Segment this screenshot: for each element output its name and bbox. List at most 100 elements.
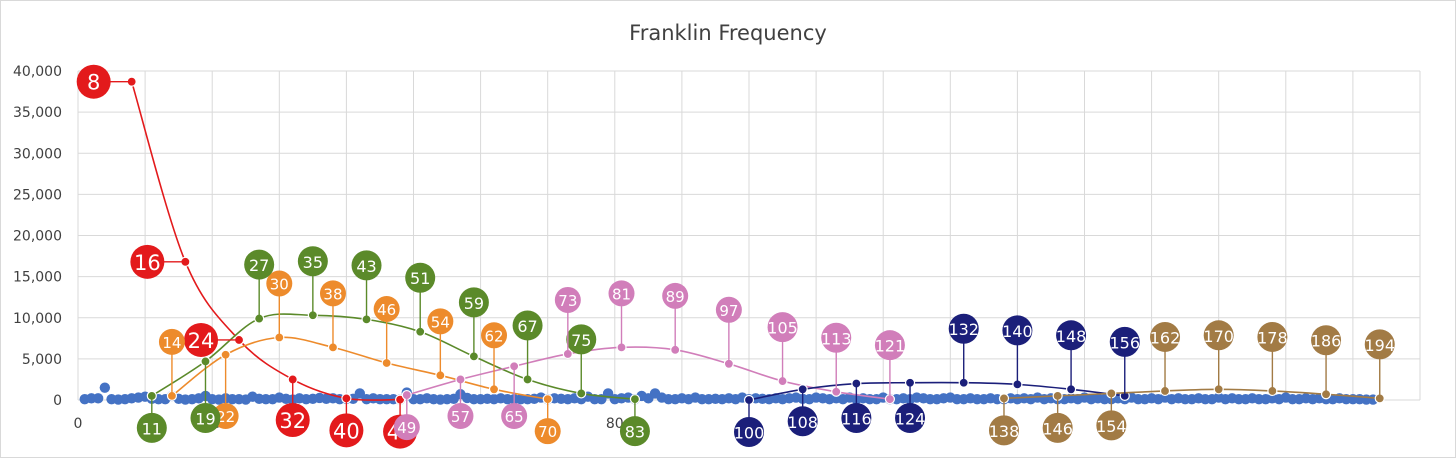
label-text: 170: [1203, 327, 1234, 346]
label-bubble: [481, 322, 508, 349]
label-text: 57: [451, 408, 470, 426]
label-text: 178: [1257, 328, 1288, 347]
label-text: 40: [333, 419, 360, 443]
label-bubble: [895, 403, 926, 433]
label-text: 108: [787, 413, 818, 432]
y-tick-label: 30,000: [13, 146, 62, 162]
label-bubble: [351, 250, 382, 281]
y-tick-label: 20,000: [13, 229, 62, 245]
label-bubble: [405, 262, 436, 293]
label-bubble: [1364, 329, 1395, 360]
label-text: 16: [134, 251, 161, 275]
label-text: 154: [1096, 417, 1127, 436]
x-tick-label: 80: [606, 416, 624, 432]
label-bubble: [734, 417, 764, 447]
label-text: 97: [719, 302, 738, 320]
label-text: 148: [1056, 327, 1087, 346]
label-text: 132: [948, 320, 979, 339]
base-point: [92, 393, 104, 404]
y-tick-label: 25,000: [13, 187, 62, 203]
x-tick-label: 0: [74, 416, 83, 432]
label-text: 19: [195, 410, 215, 429]
label-bubble: [512, 310, 543, 341]
label-text: 116: [841, 410, 872, 429]
label-bubble: [458, 287, 489, 318]
label-bubble: [1042, 412, 1073, 443]
label-text: 24: [188, 329, 215, 353]
label-bubble: [619, 416, 650, 447]
label-bubble: [130, 244, 165, 279]
label-bubble: [136, 412, 167, 443]
label-text: 35: [303, 253, 323, 272]
y-tick-label: 0: [53, 393, 62, 409]
label-bubble: [1096, 410, 1127, 441]
label-text: 32: [279, 409, 306, 433]
label-bubble: [554, 286, 581, 313]
label-bubble: [244, 249, 275, 280]
label-text: 67: [517, 317, 537, 336]
label-bubble: [184, 322, 219, 357]
label-text: 46: [377, 301, 396, 319]
label-text: 59: [464, 294, 484, 313]
chart-title: Franklin Frequency: [629, 21, 827, 45]
label-bubble: [319, 280, 346, 307]
label-bubble: [715, 296, 742, 323]
label-text: 81: [612, 285, 631, 303]
highlight-series: [126, 76, 1385, 406]
label-bubble: [76, 64, 111, 99]
label-text: 156: [1109, 333, 1140, 352]
y-tick-label: 10,000: [13, 311, 62, 327]
label-bubble: [787, 406, 818, 437]
base-point: [99, 382, 111, 393]
label-bubble: [1150, 321, 1181, 352]
label-text: 38: [323, 285, 342, 303]
label-text: 49: [397, 419, 416, 437]
label-text: 30: [270, 275, 289, 293]
label-text: 194: [1364, 336, 1395, 355]
label-bubble: [821, 322, 852, 353]
label-text: 186: [1311, 332, 1342, 351]
label-text: 22: [216, 408, 235, 426]
label-text: 113: [821, 329, 852, 348]
label-text: 54: [431, 313, 450, 331]
label-bubble: [1056, 320, 1087, 351]
label-bubble: [501, 403, 528, 429]
point-labels: 8162432404814223038465462701119273543515…: [76, 64, 1395, 449]
label-bubble: [297, 246, 328, 277]
label-bubble: [329, 413, 364, 448]
label-bubble: [266, 270, 293, 297]
label-text: 89: [666, 288, 685, 306]
label-text: 121: [875, 337, 906, 356]
label-bubble: [874, 330, 905, 361]
label-text: 14: [162, 334, 181, 352]
label-text: 138: [989, 422, 1020, 441]
label-bubble: [1203, 320, 1234, 351]
label-text: 62: [484, 327, 503, 345]
label-text: 75: [571, 331, 591, 350]
label-text: 146: [1042, 419, 1073, 438]
label-bubble: [1311, 325, 1342, 356]
label-bubble: [275, 403, 310, 437]
y-tick-label: 15,000: [13, 270, 62, 286]
label-text: 162: [1150, 328, 1181, 347]
label-text: 140: [1002, 322, 1033, 341]
label-bubble: [608, 280, 635, 307]
label-text: 105: [767, 319, 798, 338]
label-bubble: [841, 403, 872, 433]
label-bubble: [948, 313, 979, 344]
label-bubble: [427, 308, 454, 335]
label-bubble: [566, 324, 597, 355]
label-text: 65: [505, 408, 524, 426]
label-text: 43: [356, 257, 376, 276]
label-text: 73: [558, 292, 577, 310]
y-tick-label: 40,000: [13, 64, 62, 80]
label-bubble: [1002, 315, 1033, 346]
y-tick-label: 5,000: [22, 352, 62, 368]
y-tick-label: 35,000: [13, 105, 62, 121]
label-bubble: [988, 415, 1019, 446]
label-text: 51: [410, 269, 430, 288]
label-bubble: [1257, 321, 1288, 352]
label-bubble: [447, 403, 474, 429]
label-bubble: [534, 418, 561, 445]
